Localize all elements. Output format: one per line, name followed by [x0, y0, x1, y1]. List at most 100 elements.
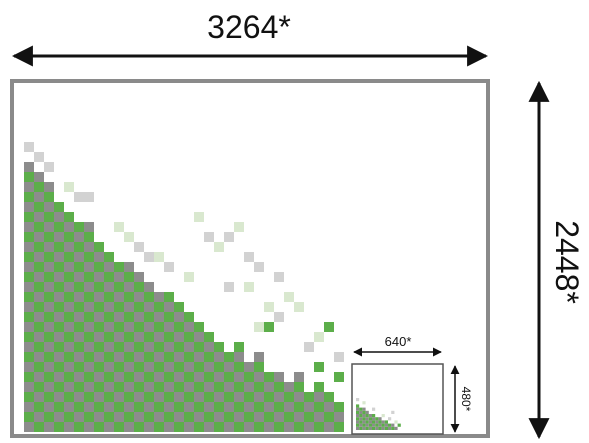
pixel-cell [84, 262, 94, 272]
pixel-cell [64, 322, 74, 332]
pixel-cell [134, 342, 144, 352]
pixel-cell [274, 392, 284, 402]
pixel-cell [94, 242, 104, 252]
pixel-cell [34, 402, 44, 412]
pixel-cell [134, 322, 144, 332]
pixel-cell [84, 372, 94, 382]
pixel-cell [94, 322, 104, 332]
pixel-cell [34, 182, 44, 192]
pixel-cell [362, 410, 366, 414]
pixel-cell [284, 412, 294, 422]
pixel-cell [359, 414, 363, 418]
pixel-cell [64, 332, 74, 342]
pixel-cell [54, 352, 64, 362]
pixel-cell [294, 392, 304, 402]
pixel-cell [164, 412, 174, 422]
pixel-cell [362, 423, 366, 427]
pixel-cell [64, 412, 74, 422]
pixel-cell [74, 302, 84, 312]
pixel-cell [74, 332, 84, 342]
pixel-cell [74, 242, 84, 252]
pixel-cell [164, 392, 174, 402]
pixel-cell [94, 372, 104, 382]
pixel-cell [244, 392, 254, 402]
pixel-cell [174, 322, 184, 332]
pixel-cell [34, 212, 44, 222]
pixel-cell [54, 382, 64, 392]
pixel-cell [114, 382, 124, 392]
pixel-cell [234, 342, 244, 352]
pixel-cell [164, 292, 174, 302]
pixel-cell [164, 352, 174, 362]
pixel-cell [44, 392, 54, 402]
pixel-cell [124, 342, 134, 352]
pixel-cell [104, 372, 114, 382]
pixel-cell [362, 414, 366, 418]
pixel-cell [378, 423, 382, 427]
pixel-cell [244, 252, 254, 262]
pixel-cell [144, 312, 154, 322]
pixel-cell [144, 342, 154, 352]
pixel-cell [359, 417, 363, 421]
pixel-cell [44, 202, 54, 212]
pixel-cell [134, 272, 144, 282]
pixel-cell [104, 392, 114, 402]
pixel-cell [54, 262, 64, 272]
pixel-cell [124, 272, 134, 282]
pixel-cell [214, 402, 224, 412]
pixel-cell [114, 402, 124, 412]
pixel-cell [114, 322, 124, 332]
pixel-cell [378, 426, 382, 430]
pixel-cell [84, 282, 94, 292]
pixel-cell [334, 352, 344, 362]
pixel-cell [204, 352, 214, 362]
pixel-cell [44, 382, 54, 392]
pixel-cell [184, 382, 194, 392]
pixel-cell [84, 192, 94, 202]
pixel-cell [54, 332, 64, 342]
pixel-cell [34, 422, 44, 432]
pixel-cell [372, 426, 376, 430]
pixel-cell [114, 392, 124, 402]
pixel-cell [391, 426, 395, 430]
pixel-cell [64, 372, 74, 382]
pixel-cell [64, 362, 74, 372]
pixel-cell [74, 222, 84, 232]
pixel-cell [194, 382, 204, 392]
pixel-cell [314, 402, 324, 412]
pixel-cell [64, 312, 74, 322]
pixel-cell [84, 392, 94, 402]
pixel-cell [234, 362, 244, 372]
pixel-cell [214, 412, 224, 422]
pixel-cell [359, 426, 363, 430]
pixel-cell [54, 372, 64, 382]
pixel-cell [184, 392, 194, 402]
pixel-cell [334, 372, 344, 382]
pixel-cell [24, 192, 34, 202]
pixel-cell [154, 422, 164, 432]
pixel-cell [164, 312, 174, 322]
pixel-cell [284, 422, 294, 432]
pixel-cell [194, 362, 204, 372]
pixel-cell [394, 420, 398, 424]
pixel-cell [384, 426, 388, 430]
pixel-cell [274, 312, 284, 322]
pixel-cell [104, 352, 114, 362]
pixel-cell [334, 412, 344, 422]
pixel-cell [54, 402, 64, 412]
pixel-cell [144, 332, 154, 342]
pixel-cell [184, 402, 194, 412]
pixel-cell [264, 372, 274, 382]
pixel-cell [284, 292, 294, 302]
pixel-cell [362, 401, 366, 405]
pixel-cell [34, 322, 44, 332]
pixel-cell [234, 352, 244, 362]
pixel-cell [144, 372, 154, 382]
pixel-cell [194, 342, 204, 352]
pixel-cell [94, 262, 104, 272]
pixel-cell [254, 412, 264, 422]
pixel-cell [372, 407, 376, 411]
pixel-cell [164, 262, 174, 272]
pixel-cell [24, 422, 34, 432]
pixel-cell [356, 417, 360, 421]
